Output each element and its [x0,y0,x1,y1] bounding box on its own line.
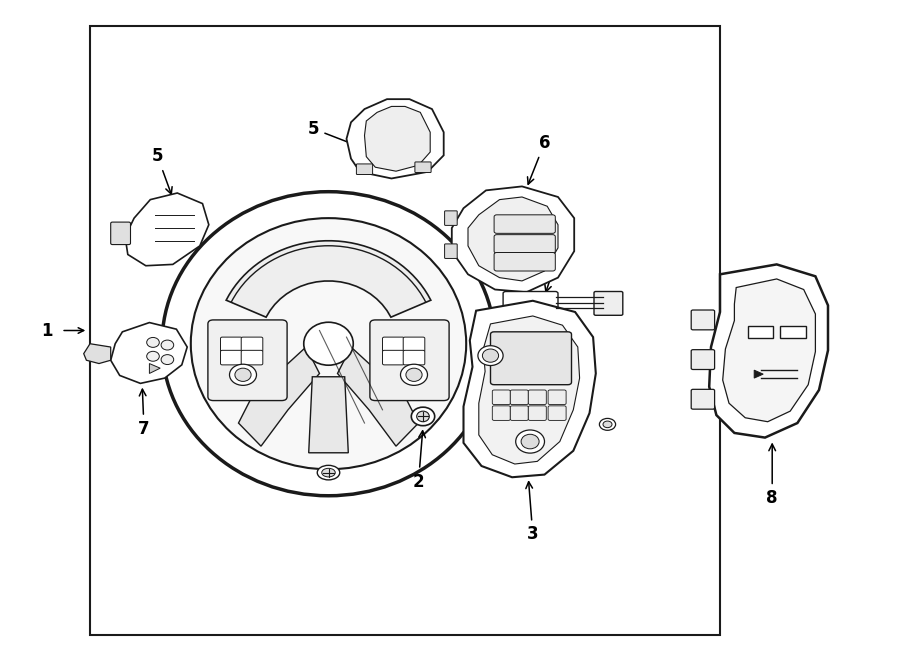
Bar [748,326,773,338]
FancyBboxPatch shape [403,337,425,352]
FancyBboxPatch shape [548,390,566,405]
FancyBboxPatch shape [492,390,510,405]
FancyBboxPatch shape [503,292,558,314]
FancyBboxPatch shape [691,350,715,369]
Text: 5: 5 [308,120,369,151]
Ellipse shape [147,337,159,347]
Ellipse shape [304,323,353,366]
Polygon shape [84,344,111,364]
Polygon shape [709,264,828,438]
FancyBboxPatch shape [208,320,287,401]
Text: 5: 5 [152,147,172,194]
Ellipse shape [235,368,251,381]
FancyBboxPatch shape [594,292,623,315]
Text: 4: 4 [544,233,568,292]
Ellipse shape [478,346,503,366]
Text: 6: 6 [527,134,550,184]
FancyBboxPatch shape [494,235,555,253]
Ellipse shape [162,192,495,496]
Polygon shape [309,377,348,453]
FancyBboxPatch shape [111,222,130,245]
Ellipse shape [411,407,435,426]
Ellipse shape [161,340,174,350]
FancyBboxPatch shape [494,215,555,233]
Polygon shape [464,301,596,477]
Ellipse shape [599,418,616,430]
Ellipse shape [161,354,174,365]
Bar [90,26,720,635]
FancyBboxPatch shape [528,406,546,420]
Ellipse shape [191,218,466,469]
FancyBboxPatch shape [445,211,457,225]
Text: 3: 3 [526,482,538,543]
Text: 1: 1 [41,321,52,340]
Polygon shape [111,323,187,383]
FancyBboxPatch shape [403,350,425,365]
FancyBboxPatch shape [510,406,528,420]
FancyBboxPatch shape [356,164,373,175]
FancyBboxPatch shape [548,406,566,420]
Polygon shape [238,347,320,446]
Bar [780,326,806,338]
Polygon shape [754,370,763,378]
Ellipse shape [322,468,335,477]
FancyBboxPatch shape [491,332,572,385]
Ellipse shape [147,352,159,361]
FancyBboxPatch shape [691,389,715,409]
Ellipse shape [482,349,499,362]
Polygon shape [338,347,418,446]
FancyBboxPatch shape [480,315,503,332]
Polygon shape [346,99,444,178]
FancyBboxPatch shape [415,162,431,173]
Ellipse shape [230,364,256,385]
Polygon shape [479,316,580,464]
Ellipse shape [417,411,429,422]
Ellipse shape [406,368,422,381]
FancyBboxPatch shape [220,350,242,365]
Polygon shape [723,279,815,422]
Polygon shape [452,186,574,292]
Polygon shape [504,314,556,336]
FancyBboxPatch shape [370,320,449,401]
Text: 2: 2 [413,431,426,490]
FancyBboxPatch shape [241,337,263,352]
FancyBboxPatch shape [220,337,242,352]
Ellipse shape [516,430,544,453]
FancyBboxPatch shape [510,390,528,405]
Ellipse shape [400,364,428,385]
FancyBboxPatch shape [445,244,457,258]
FancyBboxPatch shape [382,350,404,365]
Ellipse shape [603,421,612,428]
Polygon shape [468,197,558,281]
FancyBboxPatch shape [241,350,263,365]
Polygon shape [226,241,431,317]
FancyBboxPatch shape [528,390,546,405]
FancyBboxPatch shape [691,310,715,330]
FancyBboxPatch shape [492,406,510,420]
FancyBboxPatch shape [382,337,404,352]
Polygon shape [125,193,209,266]
Ellipse shape [521,434,539,449]
Text: 7: 7 [139,389,149,438]
Text: 8: 8 [767,444,778,507]
Polygon shape [364,106,430,171]
FancyBboxPatch shape [494,253,555,271]
Polygon shape [149,364,160,373]
Ellipse shape [317,465,340,480]
